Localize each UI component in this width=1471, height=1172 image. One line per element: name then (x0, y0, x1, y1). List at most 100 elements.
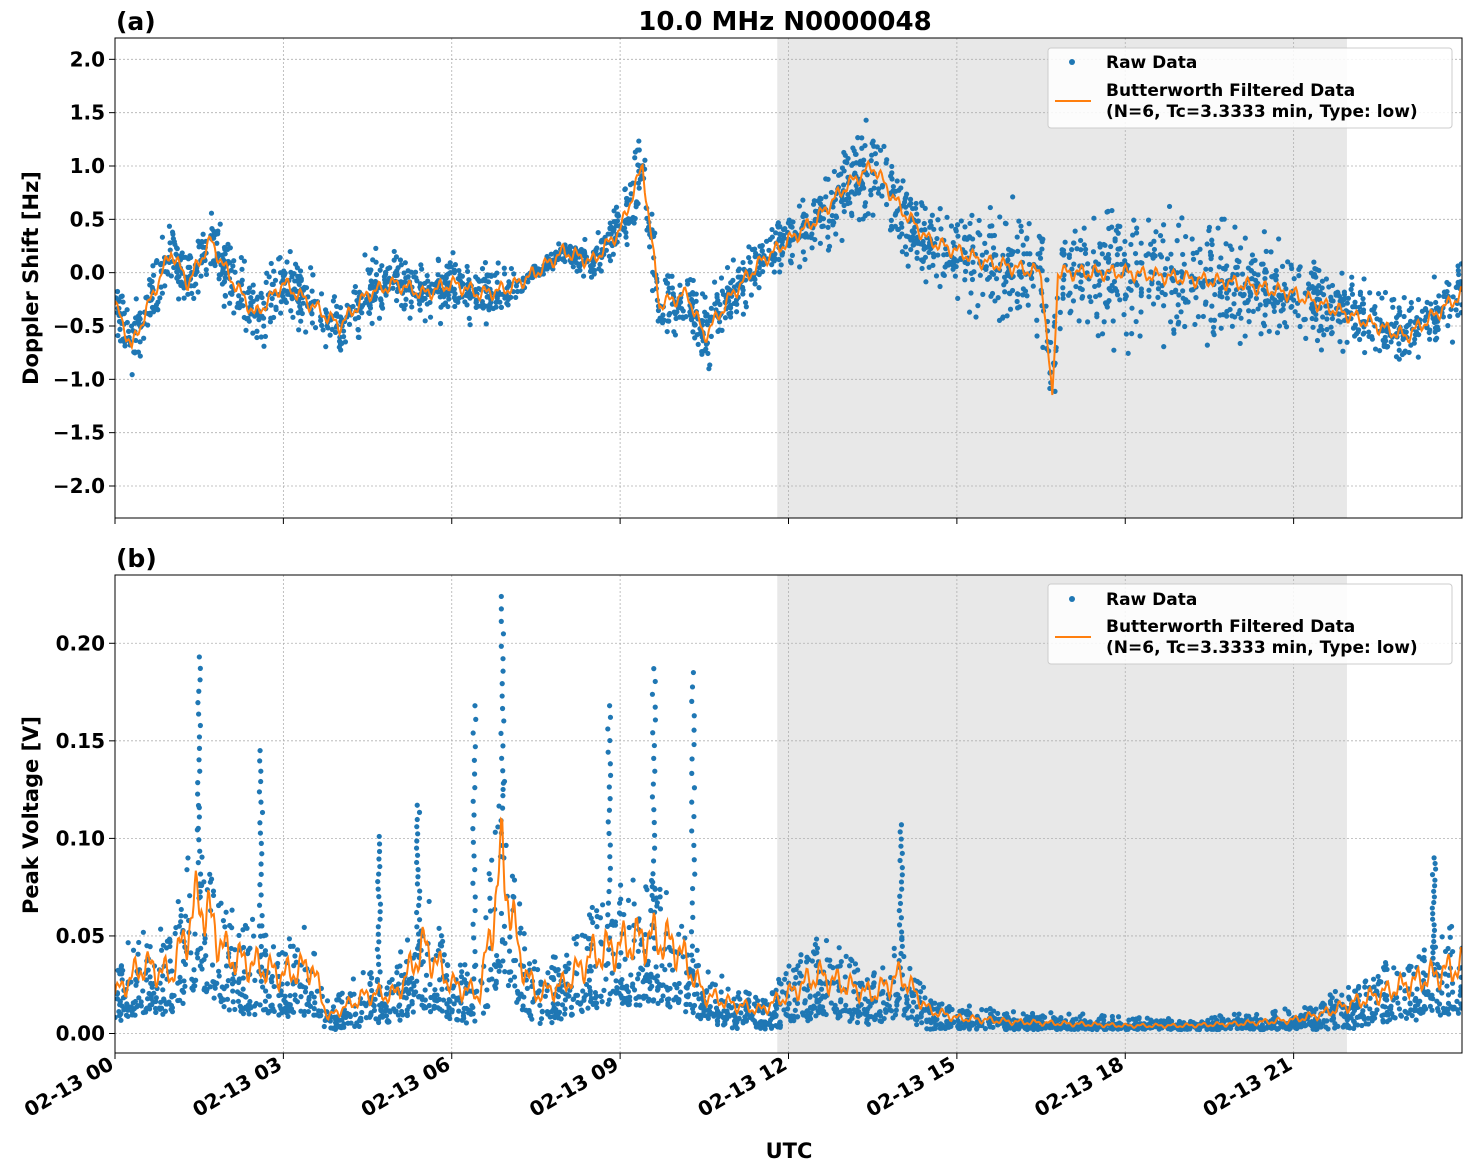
raw-data-point (124, 307, 130, 313)
raw-data-point (700, 318, 706, 324)
raw-data-point (914, 249, 920, 256)
raw-data-point (133, 337, 139, 344)
raw-data-point (120, 336, 126, 342)
raw-data-point (802, 998, 808, 1004)
raw-data-point (1314, 337, 1321, 344)
raw-data-point (1074, 246, 1080, 252)
raw-data-point (929, 212, 935, 218)
raw-data-point (748, 292, 754, 298)
raw-data-point (704, 322, 711, 328)
raw-data-point (1237, 340, 1243, 347)
raw-data-point (1436, 293, 1442, 299)
raw-data-point (1101, 1013, 1107, 1019)
raw-data-point (409, 304, 415, 310)
raw-data-point (1321, 332, 1327, 338)
raw-data-point (831, 168, 837, 175)
raw-data-point (250, 289, 256, 295)
raw-data-point (288, 308, 294, 314)
raw-data-point (230, 263, 236, 269)
raw-data-point (136, 939, 142, 946)
raw-data-point (883, 1009, 889, 1015)
raw-data-point (862, 200, 869, 206)
raw-data-point (923, 279, 929, 285)
raw-data-point (837, 1013, 843, 1019)
raw-data-point (857, 1011, 863, 1017)
raw-data-point (647, 244, 653, 250)
raw-data-point (327, 332, 333, 338)
raw-data-point (930, 251, 937, 257)
raw-data-point (1260, 320, 1267, 326)
raw-data-point (309, 320, 316, 326)
raw-data-point (1206, 227, 1212, 234)
raw-data-point (820, 223, 826, 229)
raw-data-point (153, 1009, 159, 1015)
raw-data-point (252, 977, 258, 983)
raw-data-point (1087, 294, 1093, 300)
raw-data-point (442, 300, 449, 306)
raw-data-point (221, 278, 228, 285)
raw-data-point (175, 898, 181, 905)
raw-data-point (330, 1004, 337, 1010)
raw-data-point (176, 273, 182, 280)
raw-data-point (484, 987, 490, 993)
raw-data-point (487, 877, 493, 883)
raw-data-point (527, 1013, 533, 1019)
raw-data-point (284, 981, 291, 987)
raw-data-point (990, 245, 997, 251)
raw-data-point (946, 259, 953, 265)
raw-data-point (467, 322, 473, 328)
raw-data-point (740, 259, 746, 266)
raw-data-point (937, 206, 943, 212)
raw-data-point (537, 1020, 543, 1026)
raw-data-point (618, 896, 624, 902)
raw-data-point (1413, 329, 1420, 335)
raw-data-point (1445, 1000, 1452, 1006)
raw-data-point (1065, 292, 1072, 298)
raw-data-point (1354, 1014, 1360, 1020)
raw-data-point (223, 963, 230, 969)
raw-data-point (1401, 295, 1407, 301)
raw-data-point (1450, 1006, 1456, 1012)
raw-data-point (153, 259, 159, 266)
raw-data-point (1216, 264, 1222, 270)
raw-data-point (147, 974, 153, 980)
raw-data-point (1316, 283, 1322, 289)
raw-data-point (1020, 1011, 1026, 1017)
raw-data-point (638, 965, 644, 971)
raw-data-point (437, 1006, 443, 1012)
raw-data-point (140, 929, 146, 935)
raw-data-point (1227, 243, 1233, 249)
raw-data-point (881, 143, 887, 150)
raw-data-point (451, 267, 457, 273)
raw-data-point (446, 296, 452, 302)
raw-data-point (848, 210, 855, 216)
raw-data-point (590, 919, 596, 926)
raw-data-point (506, 279, 512, 285)
raw-data-point (178, 919, 184, 925)
raw-data-point (377, 267, 383, 273)
raw-data-point (903, 993, 910, 999)
raw-data-point (1369, 1010, 1375, 1016)
raw-data-point (1360, 296, 1366, 302)
raw-data-point (860, 216, 866, 222)
raw-data-point (789, 252, 795, 258)
panel-a-label: (a) (116, 7, 156, 36)
raw-data-point (1091, 215, 1097, 221)
raw-data-point (698, 1016, 704, 1022)
raw-data-point (287, 993, 293, 999)
raw-data-point (842, 159, 848, 165)
raw-data-point (514, 288, 521, 295)
raw-data-point (1435, 1008, 1441, 1014)
raw-data-point (432, 996, 438, 1002)
raw-data-point (1014, 291, 1020, 297)
raw-data-point (178, 906, 184, 913)
raw-data-point (825, 224, 831, 230)
raw-data-point (1066, 252, 1072, 258)
raw-data-point (137, 353, 143, 359)
raw-data-point (1349, 274, 1355, 280)
raw-data-point (1388, 1003, 1394, 1009)
raw-data-point (769, 226, 775, 233)
raw-data-point (506, 948, 513, 954)
raw-data-point (451, 1001, 457, 1007)
raw-data-point (1305, 281, 1312, 287)
